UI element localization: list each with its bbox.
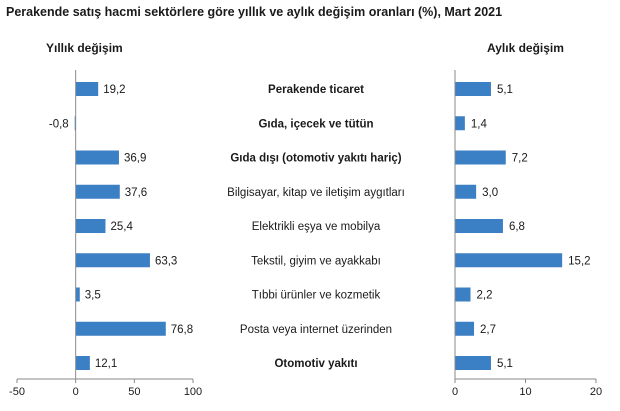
yearly-ticks: -50 0 50 100	[9, 379, 202, 398]
category-label: Tıbbi ürünler ve kozmetik	[252, 290, 381, 302]
yearly-axis: -50 0 50 100	[9, 70, 202, 398]
yearly-value-label: 63,3	[155, 255, 177, 267]
monthly-tick-label: 20	[590, 386, 602, 398]
yearly-bar	[75, 219, 106, 233]
monthly-bar	[455, 356, 491, 370]
yearly-tick-label: -50	[9, 386, 25, 398]
monthly-value-label: 15,2	[568, 255, 590, 267]
yearly-bar	[75, 82, 99, 96]
yearly-bars	[74, 82, 166, 370]
yearly-tick-label: 0	[73, 386, 79, 398]
monthly-value-label: 5,1	[497, 358, 513, 370]
yearly-bar	[75, 287, 80, 302]
yearly-bar	[75, 253, 150, 268]
category-label: Gıda, içecek ve tütün	[258, 118, 373, 130]
category-label: Posta veya internet üzerinden	[240, 324, 392, 336]
yearly-value-label: 25,4	[110, 221, 133, 233]
yearly-value-label: 19,2	[103, 84, 125, 96]
category-label: Elektrikli eşya ve mobilya	[252, 221, 381, 233]
monthly-bar	[455, 116, 465, 131]
monthly-bar	[455, 150, 506, 165]
monthly-value-label: 6,8	[509, 221, 525, 233]
monthly-value-label: 3,0	[482, 187, 498, 199]
monthly-bar	[455, 321, 475, 336]
monthly-bar	[455, 184, 477, 199]
monthly-tick-label: 10	[519, 386, 531, 398]
monthly-panel-title: Aylık değişim	[487, 41, 564, 55]
monthly-value-label: 1,4	[471, 118, 488, 130]
monthly-value-label: 7,2	[512, 153, 528, 165]
yearly-value-label: 37,6	[125, 187, 147, 199]
yearly-value-label: 12,1	[95, 358, 117, 370]
category-label: Otomotiv yakıtı	[274, 358, 357, 370]
monthly-bars	[455, 82, 563, 370]
monthly-tick-label: 0	[452, 386, 458, 398]
yearly-bar	[75, 150, 119, 165]
yearly-bar	[75, 184, 120, 199]
monthly-ticks: 0 10 20	[452, 379, 602, 398]
yearly-value-label: 36,9	[124, 153, 146, 165]
category-label: Tekstil, giyim ve ayakkabı	[251, 255, 381, 267]
yearly-value-label: 76,8	[171, 324, 193, 336]
category-label: Perakende ticaret	[268, 84, 364, 96]
yearly-value-label: 3,5	[85, 290, 101, 302]
category-label: Gıda dışı (otomotiv yakıtı hariç)	[230, 153, 401, 165]
category-label: Bilgisayar, kitap ve iletişim aygıtları	[227, 187, 405, 199]
yearly-tick-label: 100	[184, 386, 202, 398]
monthly-bar	[455, 253, 563, 268]
category-labels: Perakende ticaret Gıda, içecek ve tütün Gı…	[227, 84, 405, 370]
monthly-value-label: 2,7	[480, 324, 496, 336]
yearly-bar	[75, 321, 166, 336]
yearly-value-labels: 19,2 -0,8 36,9 37,6 25,4 63,3 3,5 76,8 12,1	[49, 84, 193, 370]
monthly-bar	[455, 287, 471, 302]
chart-title: Perakende satış hacmi sektörlere göre yı…	[6, 5, 502, 19]
monthly-bar	[455, 82, 491, 96]
monthly-bar	[455, 219, 503, 233]
yearly-value-label: -0,8	[49, 118, 69, 130]
monthly-value-label: 5,1	[497, 84, 513, 96]
yearly-tick-label: 50	[128, 386, 140, 398]
monthly-axis: 0 10 20	[452, 70, 602, 398]
yearly-panel-title: Yıllık değişim	[46, 41, 123, 55]
yearly-bar	[75, 356, 90, 370]
monthly-value-labels: 5,1 1,4 7,2 3,0 6,8 15,2 2,2 2,7 5,1	[471, 84, 591, 370]
monthly-value-label: 2,2	[477, 290, 493, 302]
